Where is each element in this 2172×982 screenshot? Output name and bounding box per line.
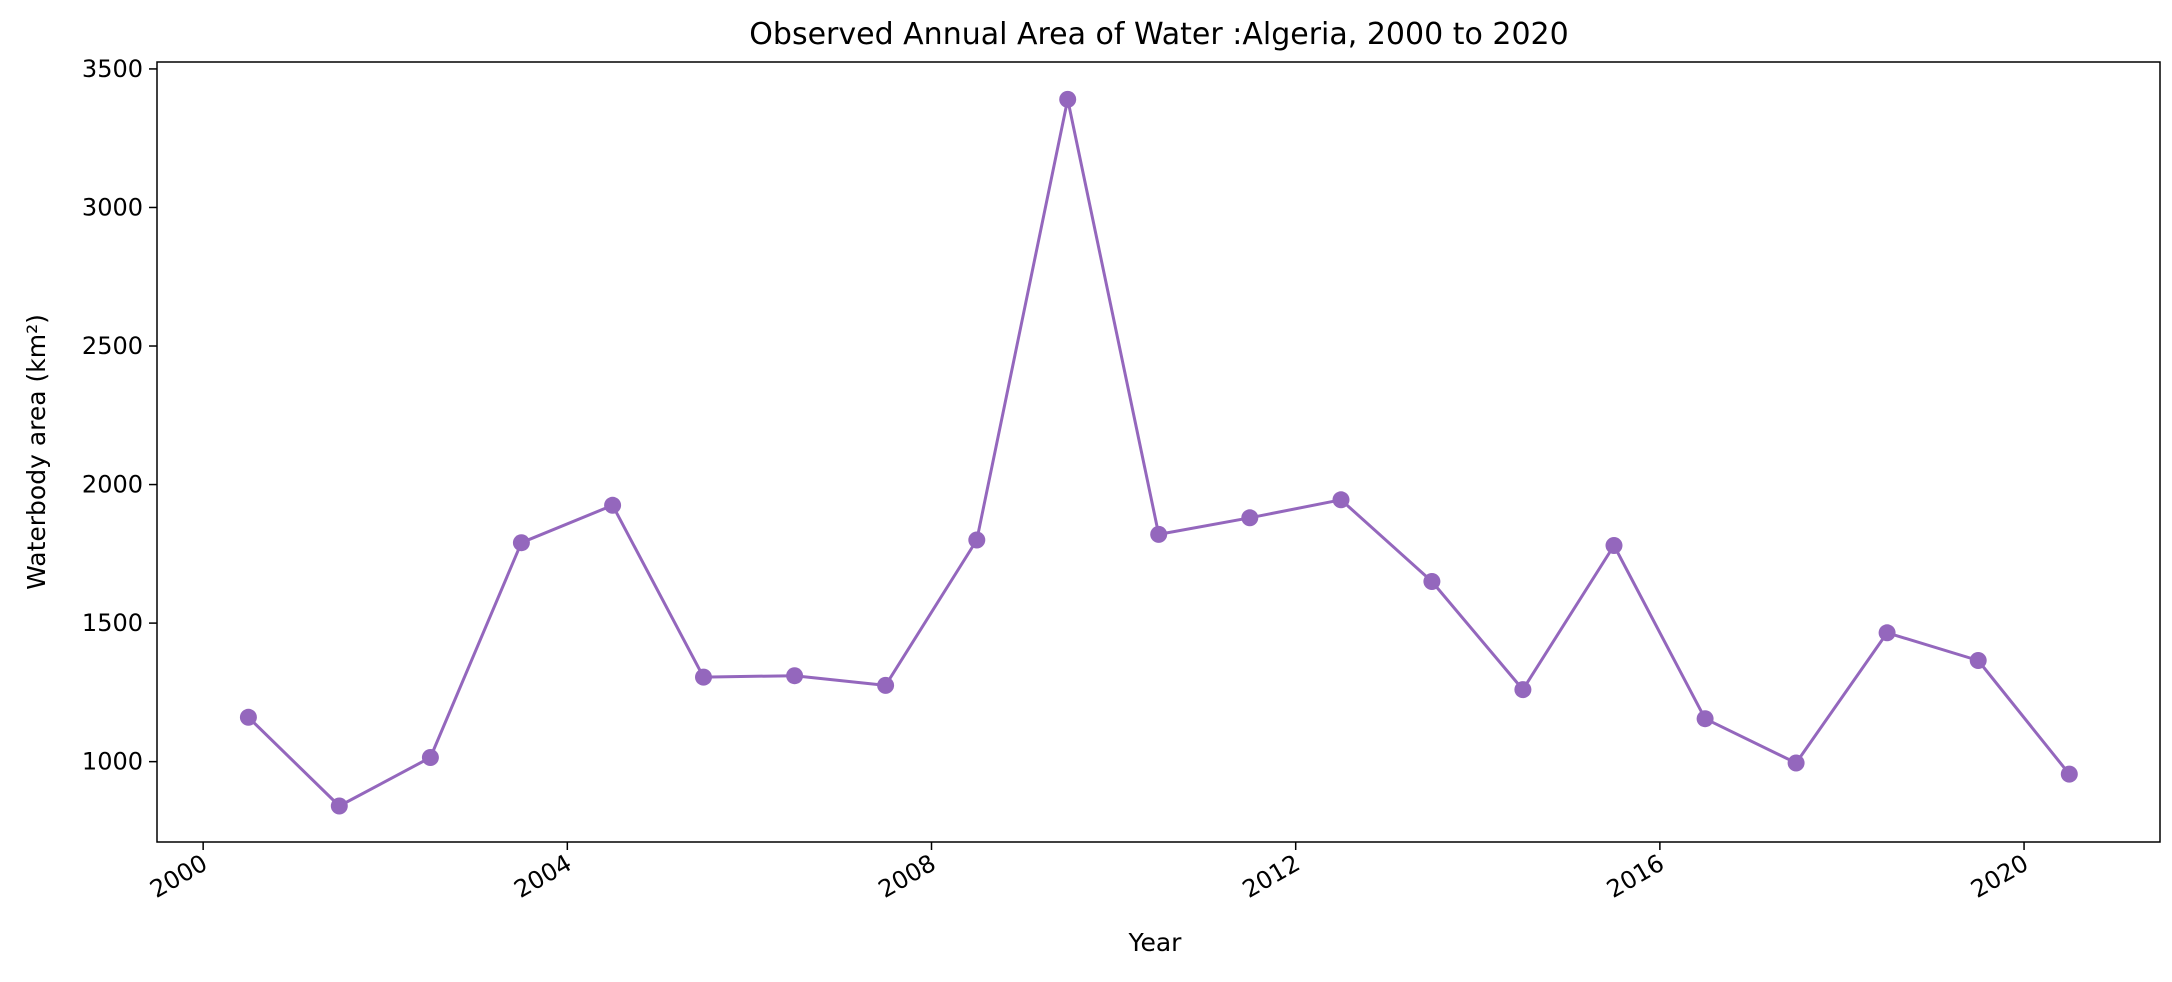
- data-point: [239, 708, 257, 726]
- data-point: [421, 749, 439, 766]
- data-point: [1969, 652, 1987, 669]
- data-point: [512, 534, 530, 552]
- data-point: [1241, 509, 1259, 527]
- data-point: [1696, 710, 1714, 728]
- data-point: [695, 668, 712, 686]
- x-tick-label: 2016: [1602, 849, 1669, 904]
- y-tick-label: 1500: [82, 609, 143, 637]
- data-point: [786, 667, 804, 685]
- data-point: [2060, 765, 2078, 783]
- chart-title: Observed Annual Area of Water :Algeria, …: [749, 17, 1568, 52]
- data-point: [1059, 90, 1077, 108]
- data-point: [1514, 681, 1532, 699]
- y-tick-label: 1000: [82, 748, 143, 776]
- data-point: [604, 496, 622, 514]
- y-axis-label: Waterbody area (km²): [22, 314, 51, 590]
- data-point: [1878, 624, 1896, 642]
- x-tick-label: 2000: [145, 849, 212, 904]
- data-point: [1605, 537, 1623, 554]
- y-tick-label: 3500: [82, 55, 143, 83]
- x-axis-label: Year: [1128, 928, 1183, 957]
- axes: 2000 2004 2008 2012 2016 2020 1000 1500 2000 2500…: [82, 55, 2033, 904]
- y-tick-label: 2500: [82, 332, 143, 360]
- data-point: [1787, 754, 1805, 772]
- data-point: [330, 797, 348, 815]
- series-line: [247, 97, 2071, 808]
- y-tick-label: 2000: [82, 471, 143, 499]
- x-tick-label: 2020: [1966, 849, 2033, 904]
- data-point: [1332, 491, 1350, 509]
- x-tick-label: 2008: [874, 849, 941, 904]
- x-tick-label: 2012: [1238, 849, 1305, 904]
- data-point: [1150, 525, 1168, 543]
- series-layer: [239, 90, 2078, 815]
- plot-frame: [156, 61, 2161, 843]
- data-point: [877, 676, 895, 694]
- data-point: [1423, 573, 1441, 590]
- data-point: [968, 531, 986, 549]
- x-tick-label: 2004: [509, 849, 576, 904]
- y-tick-label: 3000: [82, 193, 143, 221]
